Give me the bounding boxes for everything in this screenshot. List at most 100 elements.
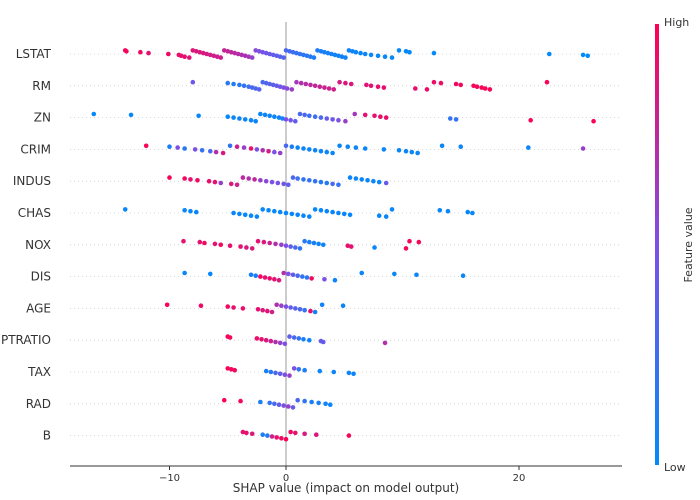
shap-point	[359, 177, 365, 182]
shap-point	[378, 114, 383, 119]
shap-point	[228, 181, 234, 187]
shap-point	[307, 113, 312, 119]
shap-point	[258, 274, 263, 279]
shap-point	[383, 115, 389, 120]
shap-point	[347, 175, 353, 180]
shap-point	[320, 339, 326, 345]
shap-point	[212, 241, 218, 247]
shap-point	[268, 338, 274, 344]
shap-point	[286, 271, 291, 277]
shap-point	[332, 277, 338, 283]
shap-point	[304, 53, 310, 59]
shap-point	[254, 147, 260, 152]
shap-point	[347, 212, 353, 218]
shap-point	[403, 246, 409, 251]
shap-point	[350, 49, 355, 54]
shap-point	[237, 211, 242, 217]
shap-point	[458, 144, 464, 149]
feature-points-rm	[190, 79, 550, 92]
shap-point	[302, 112, 307, 118]
shap-point	[359, 270, 365, 276]
shap-point	[300, 274, 305, 279]
shap-point	[283, 48, 289, 53]
shap-point	[269, 179, 275, 185]
colorbar: High Low Feature value	[655, 16, 695, 474]
shap-point	[336, 210, 341, 216]
shap-point	[382, 54, 388, 59]
shap-point	[528, 118, 533, 123]
shap-point	[526, 145, 531, 150]
feature-points-b	[240, 429, 352, 442]
shap-point	[182, 176, 187, 181]
shap-point	[231, 210, 236, 216]
shap-point	[281, 270, 286, 276]
shap-point	[272, 401, 277, 407]
shap-point	[296, 336, 302, 341]
feature-label: CRIM	[20, 142, 51, 156]
shap-point	[383, 180, 389, 186]
shap-point	[246, 84, 252, 89]
shap-point	[416, 239, 422, 245]
shap-point	[279, 303, 284, 309]
shap-point	[311, 240, 317, 246]
shap-point	[213, 149, 219, 155]
shap-point	[240, 306, 246, 311]
shap-point	[413, 86, 418, 91]
shap-point	[297, 51, 303, 57]
feature-label: PTRATIO	[1, 333, 51, 347]
shap-point	[346, 48, 352, 53]
shap-point	[249, 55, 255, 60]
shap-point	[267, 51, 272, 57]
shap-point	[248, 146, 254, 151]
shap-point	[182, 270, 187, 276]
shap-point	[253, 118, 259, 124]
shap-point	[345, 144, 351, 149]
shap-point	[265, 308, 270, 314]
shap-point	[302, 431, 307, 437]
shap-point	[382, 340, 388, 346]
shap-point	[246, 54, 252, 59]
shap-point	[320, 242, 326, 248]
shap-point	[346, 433, 352, 438]
shap-point	[207, 271, 213, 277]
feature-points-lstat	[122, 48, 591, 60]
shap-point	[253, 86, 259, 91]
shap-point	[301, 337, 306, 342]
shap-point	[313, 432, 319, 438]
shap-point	[283, 143, 289, 149]
shap-point	[301, 177, 306, 182]
shap-point	[431, 50, 437, 56]
shap-point	[383, 214, 389, 219]
shap-point	[228, 367, 234, 372]
shap-point	[307, 178, 312, 183]
shap-point	[286, 182, 291, 188]
shap-point	[225, 304, 231, 309]
shap-point	[323, 401, 328, 407]
shap-point	[190, 48, 196, 53]
shap-point	[301, 146, 306, 151]
feature-points-age	[164, 302, 346, 315]
feature-points-tax	[225, 366, 356, 378]
shap-point	[319, 302, 325, 308]
shap-point	[267, 113, 272, 119]
feature-label: NOX	[25, 238, 51, 252]
shap-point	[122, 207, 128, 212]
shap-point	[265, 433, 270, 438]
shap-point	[256, 49, 262, 54]
shap-point	[242, 212, 248, 218]
shap-point	[237, 82, 242, 88]
shap-point	[403, 148, 409, 154]
shap-point	[211, 53, 217, 59]
shap-point	[470, 210, 475, 216]
shap-point	[375, 84, 381, 89]
shap-point	[289, 211, 295, 217]
shap-point	[326, 86, 332, 91]
feature-points-chas	[122, 207, 475, 219]
shap-point	[267, 276, 272, 281]
shap-point	[214, 54, 220, 59]
shap-point	[585, 53, 591, 59]
shap-point	[281, 85, 286, 90]
shap-point	[303, 81, 309, 87]
shap-point	[225, 49, 231, 54]
